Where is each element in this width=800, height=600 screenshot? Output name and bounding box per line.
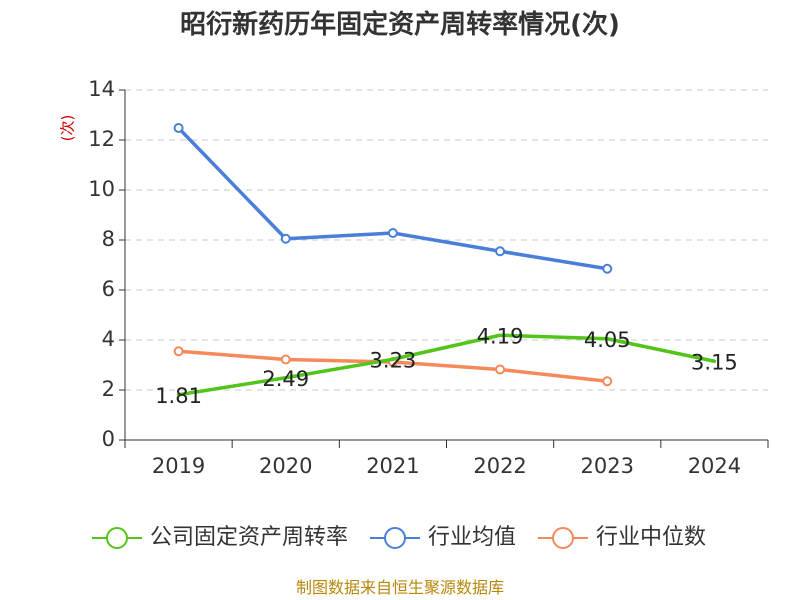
- data-point: [495, 246, 506, 257]
- y-tick-label: 8: [102, 227, 115, 251]
- data-point: [495, 364, 506, 375]
- data-labels: 1.81 2.49 3.23 4.19 4.05 3.15: [155, 324, 738, 408]
- y-tick-label: 2: [102, 377, 115, 401]
- data-point: [280, 233, 291, 244]
- data-point: [173, 346, 184, 357]
- legend-marker: [552, 527, 574, 549]
- data-label: 1.81: [155, 384, 202, 408]
- series-line-0: [176, 333, 717, 397]
- source-note: 制图数据来自恒生聚源数据库: [296, 578, 504, 597]
- legend-marker: [384, 527, 406, 549]
- x-tick-label: 2024: [688, 454, 741, 478]
- legend-marker: [106, 527, 128, 549]
- data-point: [387, 228, 398, 238]
- series-layer: [173, 123, 717, 397]
- legend-label: 行业中位数: [596, 525, 706, 550]
- x-tick-label: 2023: [581, 454, 634, 478]
- x-tick-label: 2021: [366, 454, 419, 478]
- y-axis-label: (次): [59, 115, 77, 142]
- legend-item-2[interactable]: 行业中位数: [538, 525, 706, 550]
- legend: 公司固定资产周转率 行业均值 行业中位数: [92, 525, 706, 550]
- data-label: 3.15: [691, 350, 738, 374]
- y-tick-label: 6: [102, 277, 115, 301]
- legend-item-0[interactable]: 公司固定资产周转率: [92, 525, 348, 550]
- data-point: [173, 123, 184, 133]
- data-point: [602, 376, 613, 387]
- legend-label: 公司固定资产周转率: [150, 525, 348, 550]
- chart-title: 昭衍新药历年固定资产周转率情况(次): [180, 9, 620, 40]
- series-line-1: [176, 126, 609, 271]
- x-tick-label: 2022: [473, 454, 526, 478]
- x-tick-label: 2019: [152, 454, 205, 478]
- data-point: [280, 354, 291, 365]
- y-tick-label: 14: [88, 77, 115, 101]
- legend-item-1[interactable]: 行业均值: [370, 525, 516, 550]
- data-label: 3.23: [370, 348, 417, 372]
- y-tick-label: 4: [102, 327, 115, 351]
- axes: 0 2 4 6 8 10 12 14 2019 2020 2021 2022 2023 2024: [88, 77, 769, 478]
- y-tick-label: 0: [102, 427, 115, 451]
- y-tick-label: 12: [88, 127, 115, 151]
- data-point: [602, 263, 613, 274]
- grid-lines: [125, 89, 768, 391]
- legend-label: 行业均值: [428, 525, 516, 550]
- y-tick-label: 10: [88, 177, 115, 201]
- data-label: 4.05: [584, 328, 631, 352]
- x-tick-label: 2020: [259, 454, 312, 478]
- data-label: 2.49: [262, 367, 309, 391]
- data-label: 4.19: [477, 324, 524, 348]
